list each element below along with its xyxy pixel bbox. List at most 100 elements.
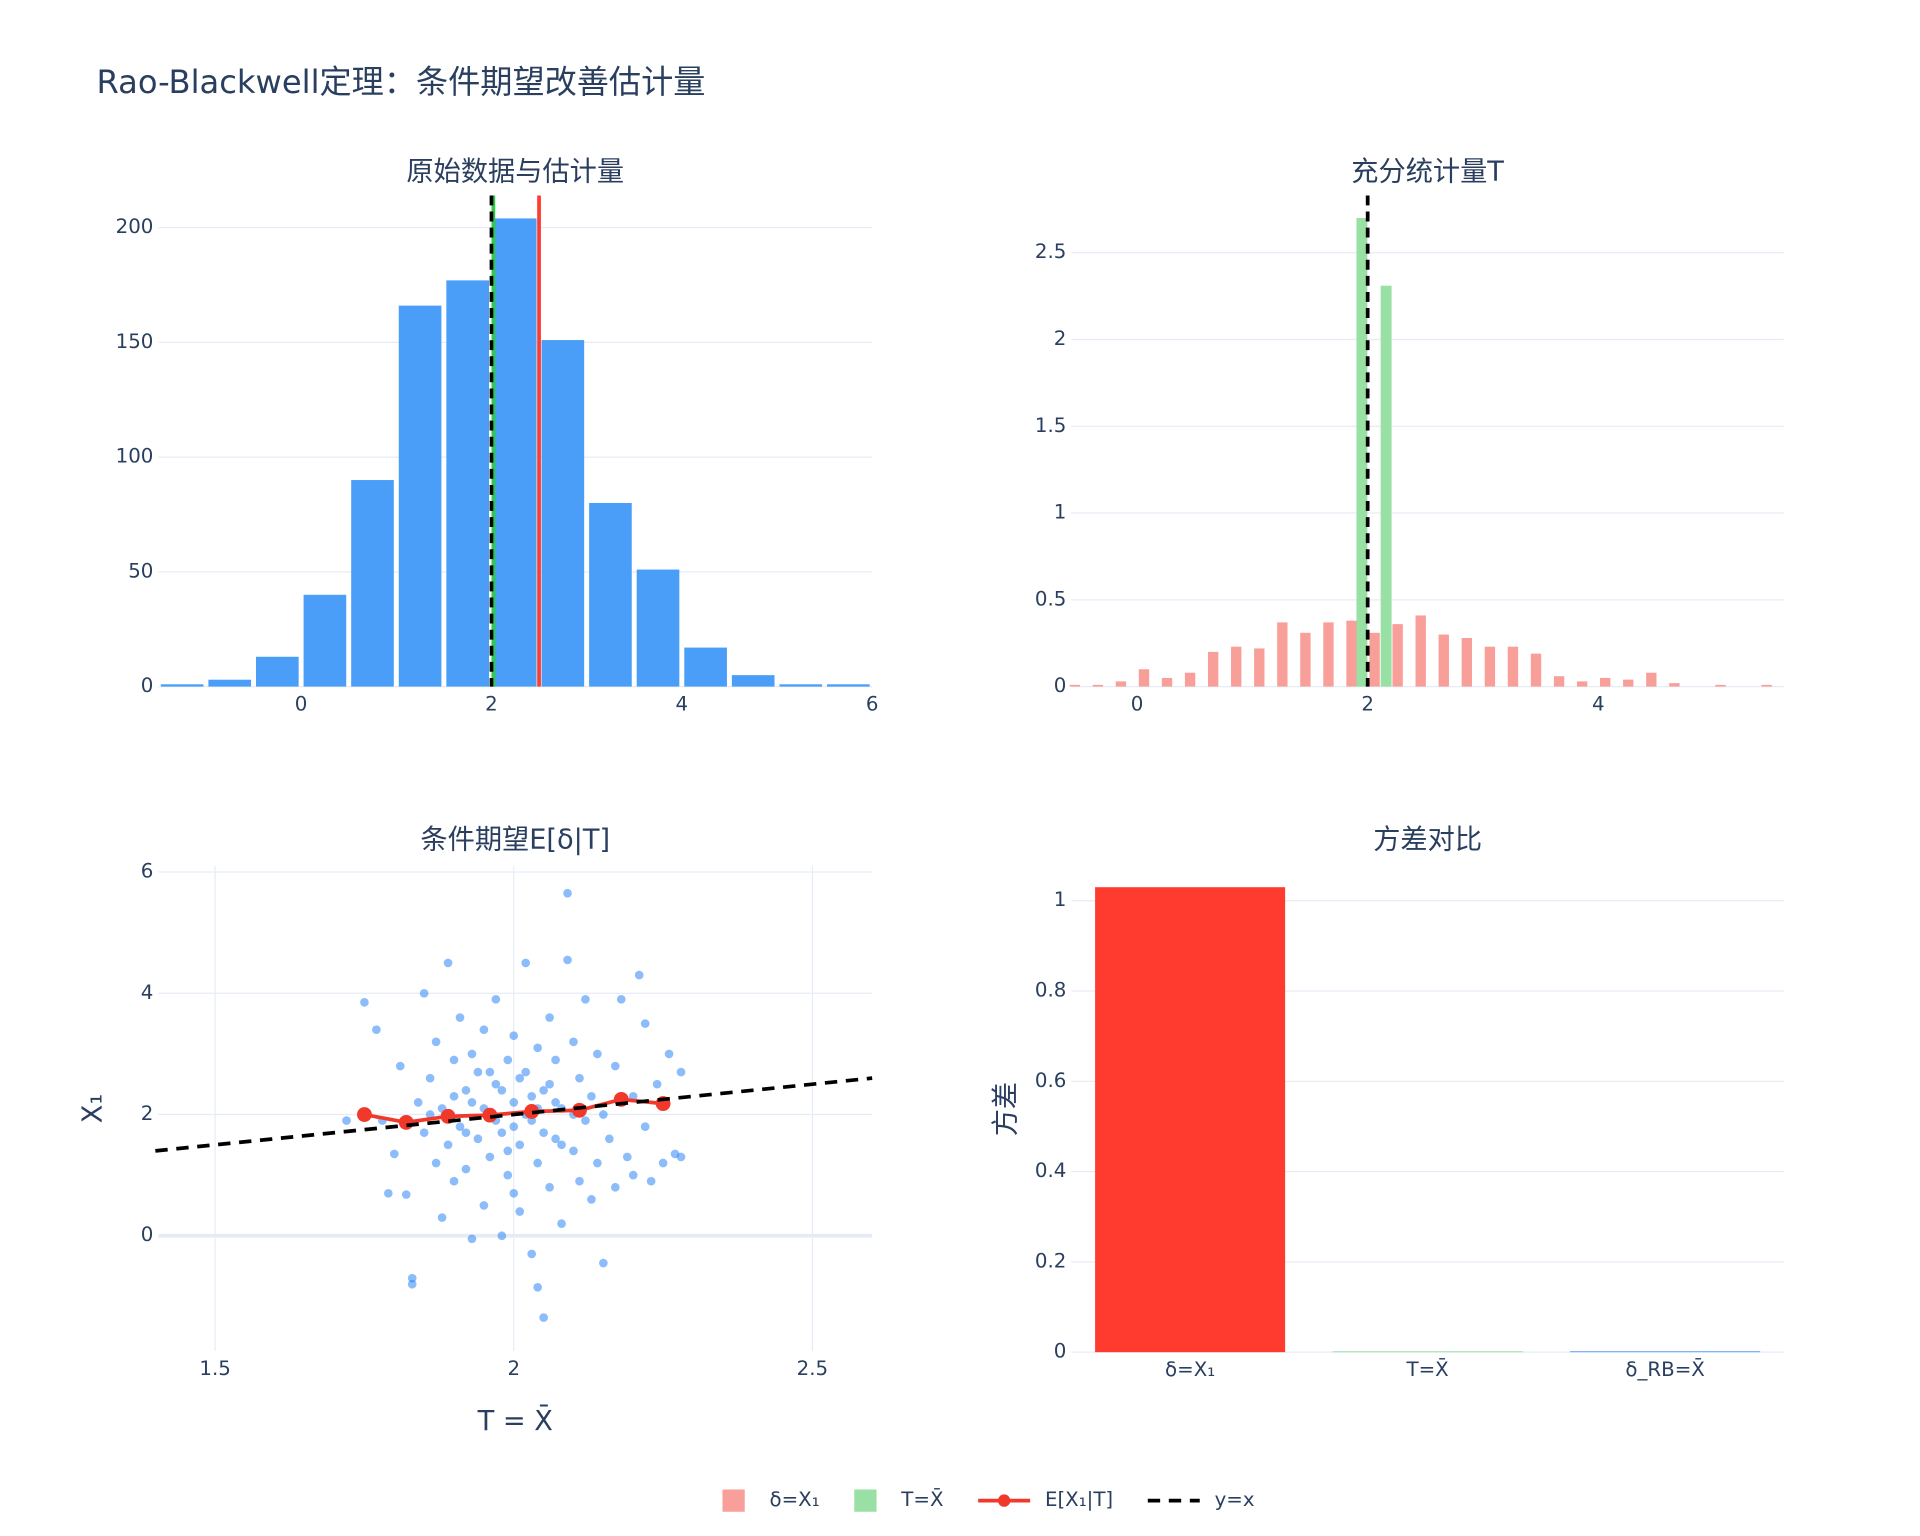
bar [1570,1351,1761,1353]
scatter-point [599,1258,608,1268]
scatter-point [503,1146,513,1156]
y-tick-label: 0 [1054,1340,1067,1363]
scatter-point [599,1110,608,1119]
scatter-point [509,1098,519,1107]
scatter-point [587,1092,596,1101]
scatter-point [419,1128,429,1138]
bar [589,502,632,687]
y-tick-label: 150 [116,330,154,353]
scatter-point [533,1282,542,1292]
scatter-point [467,1234,477,1244]
scatter-point [616,995,626,1004]
bar [1323,622,1334,687]
scatter-point [569,1037,578,1047]
scatter-point [676,1152,686,1162]
scatter-point [479,1025,489,1034]
scatter-point [431,1158,441,1168]
scatter-point [449,1055,459,1065]
line-marker [524,1104,540,1119]
x-tick-label: 6 [866,693,879,716]
legend-swatch [997,1494,1011,1507]
scatter-point [551,1055,560,1065]
x-tick-label: 4 [1592,693,1605,716]
legend-label: y=x [1215,1488,1255,1511]
x-tick-label: δ_RB=X̄ [1625,1357,1704,1382]
bar [1380,285,1392,687]
scatter-point [473,1134,483,1144]
scatter-point [610,1182,620,1192]
scatter-point [461,1164,471,1174]
bar [1715,684,1726,687]
bar [446,280,489,687]
bar [1300,632,1311,687]
x-tick-label: 2 [485,693,498,716]
bar [1332,1351,1523,1353]
scatter-point [473,1067,483,1077]
y-axis-title: X₁ [78,1094,109,1124]
bar [1369,632,1380,687]
scatter-point [497,1231,507,1241]
scatter-point [509,1122,519,1131]
bar [731,675,775,687]
bar [1092,684,1104,687]
scatter-point [640,1122,650,1131]
bar [1254,648,1265,687]
scatter-point [449,1092,459,1101]
scatter-point [389,1149,399,1159]
bar [160,684,204,687]
scatter-point [515,1140,525,1150]
scatter-point [467,1098,477,1107]
bar [1392,624,1403,687]
scatter-point [533,1158,542,1168]
bar [208,679,252,687]
y-tick-label: 0.5 [1035,587,1066,610]
bar [1095,887,1286,1353]
bar [1530,653,1542,687]
bar [256,656,299,687]
y-tick-label: 0.4 [1035,1159,1066,1182]
scatter-point [622,1152,632,1162]
x-tick-label: 1.5 [199,1357,230,1380]
y-tick-label: 2.5 [1035,240,1066,263]
scatter-point [664,1049,674,1059]
scatter-point [372,1025,381,1034]
scatter-point [413,1098,423,1107]
scatter-point [593,1049,602,1059]
legend-label: δ=X₁ [769,1488,819,1511]
scatter-point [545,1013,554,1022]
scatter-point [640,1019,650,1028]
scatter-point [443,958,453,968]
x-tick-label: 4 [676,693,689,716]
subplot-title: 条件期望E[δ|T] [420,825,610,856]
y-tick-label: 200 [116,215,154,238]
line-marker [398,1114,414,1130]
y-tick-label: 6 [141,860,154,883]
bar [1346,620,1357,687]
y-tick-label: 50 [128,559,153,582]
scatter-point [605,1134,614,1144]
bar [1138,669,1150,687]
y-axis-title: 方差 [991,1082,1022,1136]
legend-label: E[X₁|T] [1045,1488,1113,1511]
line-marker [482,1107,498,1123]
bar [1184,672,1196,687]
line-marker [357,1107,372,1122]
scatter-point [539,1313,548,1322]
scatter-point [461,1085,471,1095]
scatter-point [455,1122,465,1131]
x-tick-label: 2 [507,1357,520,1380]
bar [1600,677,1611,687]
bar [541,340,585,687]
bar [1507,646,1519,687]
bar [1553,676,1565,687]
bar [1461,638,1473,687]
scatter-point [628,1170,638,1180]
bar [303,594,347,687]
x-tick-label: δ=X₁ [1165,1358,1215,1381]
scatter-point [515,1073,525,1083]
bar [1415,615,1426,687]
scatter-point [425,1073,435,1083]
y-tick-label: 0 [1054,674,1067,697]
